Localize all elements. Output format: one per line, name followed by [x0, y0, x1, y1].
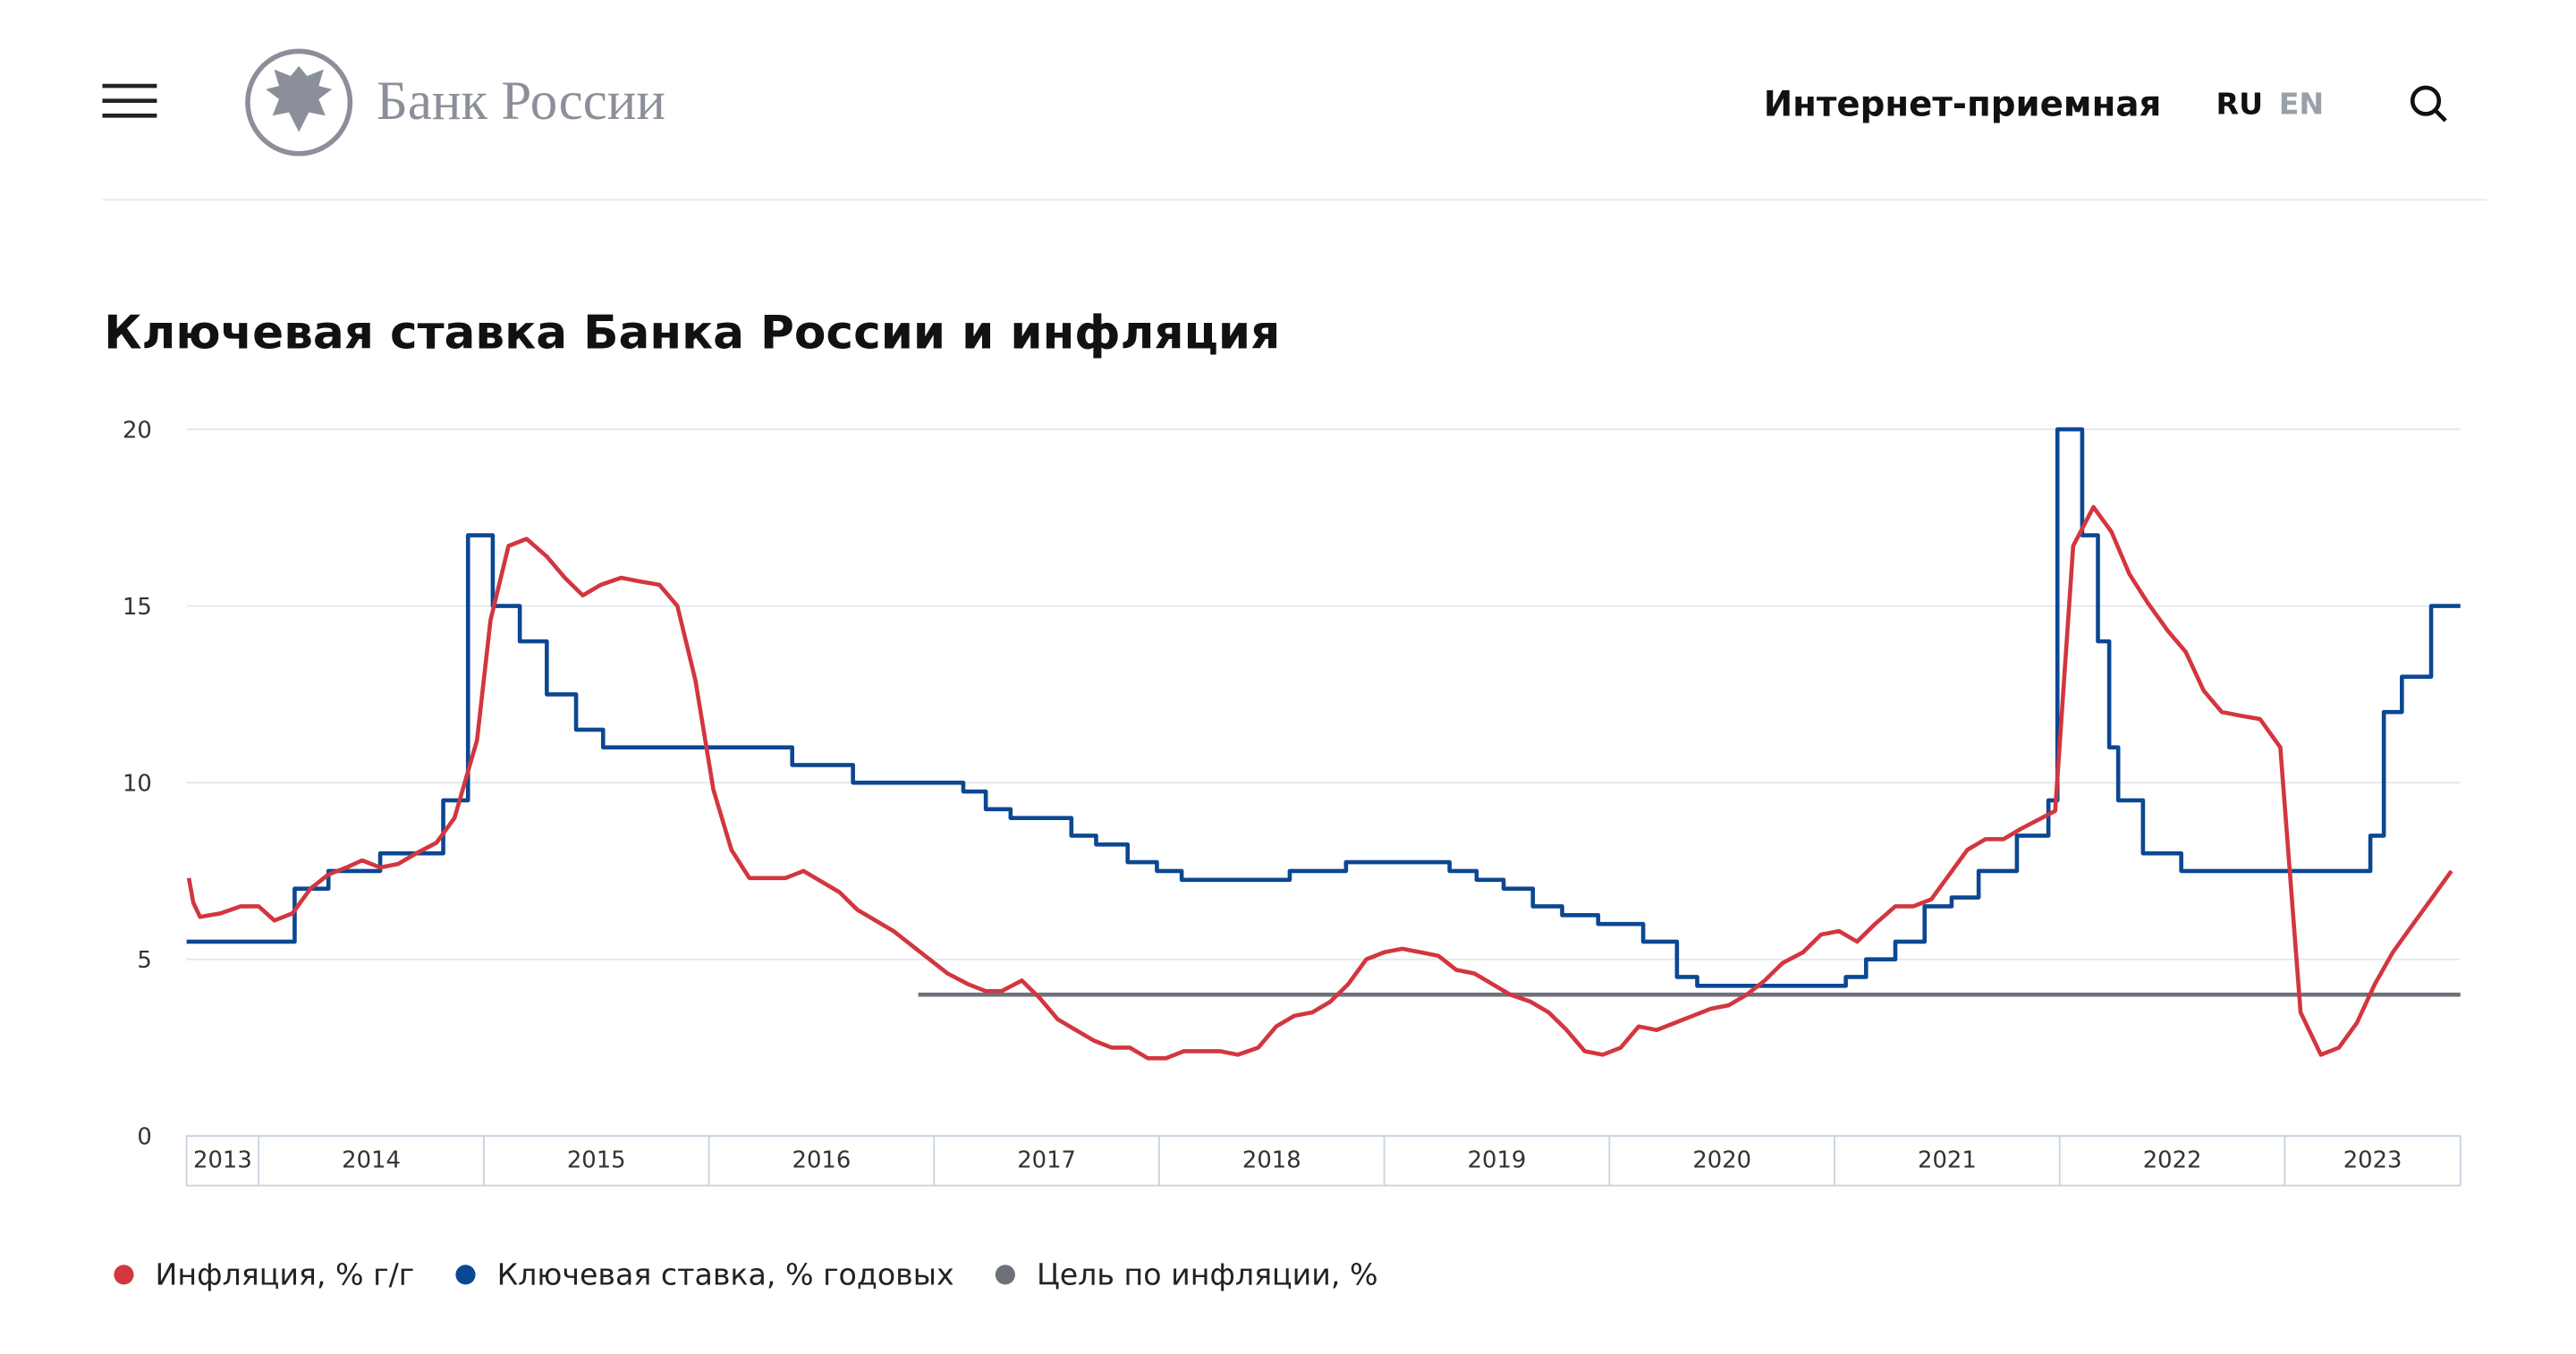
x-tick-label: 2016: [792, 1147, 852, 1173]
search-handle: [2434, 109, 2447, 123]
lang-en[interactable]: EN: [2279, 86, 2324, 121]
x-tick-label: 2022: [2143, 1147, 2202, 1173]
y-tick-label: 20: [123, 417, 152, 444]
x-tick-label: 2015: [567, 1147, 626, 1173]
x-axis-band: [185, 1135, 2462, 1187]
logo-text: Банк России: [377, 72, 665, 131]
x-tick-label: 2019: [1468, 1147, 1527, 1173]
x-tick-label: 2023: [2343, 1147, 2402, 1173]
logo-ring: [245, 48, 353, 157]
x-tick-label: 2013: [193, 1147, 252, 1173]
legend-label: Цель по инфляции, %: [1037, 1257, 1378, 1291]
x-tick-label: 2021: [1918, 1147, 1977, 1173]
legend-label: Инфляция, % г/г: [156, 1257, 415, 1291]
logo[interactable]: Банк России: [245, 48, 665, 157]
series-line: [186, 427, 2461, 988]
search-lens: [2410, 85, 2442, 116]
search-button[interactable]: [2410, 85, 2447, 123]
lang-ru[interactable]: RU: [2216, 86, 2264, 121]
x-tick-label: 2018: [1242, 1147, 1301, 1173]
chart-title: Ключевая ставка Банка России и инфляция: [104, 307, 1280, 360]
y-tick-label: 5: [137, 947, 151, 974]
x-tick-label: 2020: [1692, 1147, 1751, 1173]
series-line: [186, 504, 2453, 1061]
y-tick-label: 0: [137, 1123, 151, 1150]
legend-marker: [995, 1265, 1015, 1285]
y-tick-label: 10: [123, 770, 152, 797]
reception-link[interactable]: Интернет-приемная: [1764, 84, 2162, 124]
x-tick-label: 2014: [342, 1147, 401, 1173]
legend-label: Ключевая ставка, % годовых: [497, 1257, 954, 1291]
y-tick-label: 15: [123, 594, 152, 621]
logo-eagle: [266, 65, 333, 132]
legend-marker: [455, 1265, 476, 1285]
legend-marker: [114, 1265, 134, 1285]
menu-button[interactable]: [102, 83, 157, 118]
x-tick-label: 2017: [1017, 1147, 1076, 1173]
